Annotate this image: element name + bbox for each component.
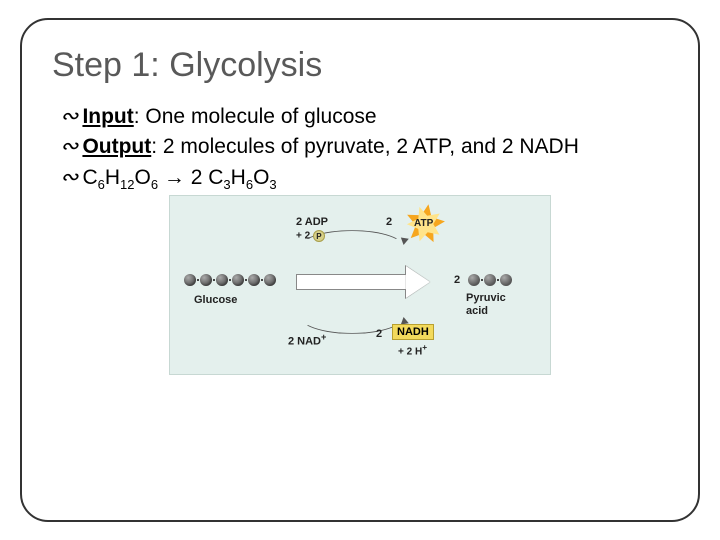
phosphate-label: + 2 P xyxy=(296,230,325,242)
bullet-output: ∾ Output: 2 molecules of pyruvate, 2 ATP… xyxy=(60,133,668,161)
bullet-list: ∾ Input: One molecule of glucose ∾ Outpu… xyxy=(60,103,668,193)
h-plus-label: + 2 H+ xyxy=(398,342,427,357)
nadh-box: NADH xyxy=(392,324,434,340)
nadh-qty: 2 xyxy=(376,328,382,340)
adp-label: 2 ADP xyxy=(296,216,328,228)
nad-label: 2 NAD+ xyxy=(288,332,326,348)
bullet-input: ∾ Input: One molecule of glucose xyxy=(60,103,668,131)
bullet-icon: ∾ xyxy=(60,133,78,159)
bullet-icon: ∾ xyxy=(60,164,78,190)
glycolysis-diagram: Glucose 2 ADP + 2 P 2 ATP xyxy=(169,195,551,375)
output-desc: : 2 molecules of pyruvate, 2 ATP, and 2 … xyxy=(151,135,579,158)
bullet-input-text: Input: One molecule of glucose xyxy=(82,103,668,131)
input-label: Input xyxy=(82,105,133,128)
input-desc: : One molecule of glucose xyxy=(134,105,377,128)
phosphate-icon: P xyxy=(313,230,325,242)
glucose-molecule xyxy=(184,274,276,286)
bullet-output-text: Output: 2 molecules of pyruvate, 2 ATP, … xyxy=(82,133,668,161)
atp-qty: 2 xyxy=(386,216,392,228)
pyruvate-label: Pyruvic acid xyxy=(466,292,506,316)
diagram-container: Glucose 2 ADP + 2 P 2 ATP xyxy=(52,195,668,375)
glucose-label: Glucose xyxy=(194,294,237,306)
slide-title: Step 1: Glycolysis xyxy=(52,46,668,85)
atp-label: ATP xyxy=(414,218,433,229)
main-arrow xyxy=(296,268,430,296)
pyruvate-molecule xyxy=(468,274,512,286)
lower-curve xyxy=(298,297,406,335)
pyruvate-qty: 2 xyxy=(454,274,460,286)
atp-star-icon: ATP xyxy=(405,204,445,244)
output-label: Output xyxy=(82,135,151,158)
bullet-formula: ∾ C6H12O6 → 2 C3H6O3 xyxy=(60,164,668,194)
formula-text: C6H12O6 → 2 C3H6O3 xyxy=(82,164,668,194)
slide-frame: Step 1: Glycolysis ∾ Input: One molecule… xyxy=(20,18,700,522)
bullet-icon: ∾ xyxy=(60,103,78,129)
